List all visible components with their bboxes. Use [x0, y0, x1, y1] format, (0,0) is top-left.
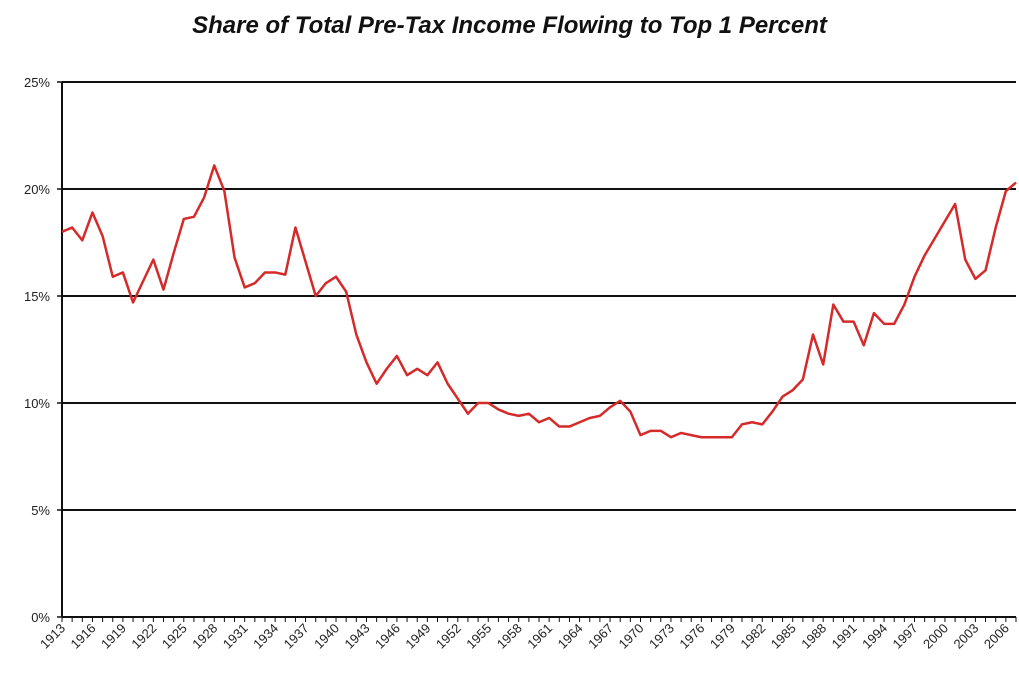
- axes: [57, 81, 1016, 618]
- y-tick-label: 25%: [24, 75, 50, 90]
- x-tick-label: 1925: [159, 621, 190, 652]
- x-tick-label: 1913: [37, 621, 68, 652]
- x-tick-label: 1979: [707, 621, 738, 652]
- x-tick-label: 1931: [220, 621, 251, 652]
- x-tick-label: 1982: [737, 621, 768, 652]
- x-tick-label: 1967: [585, 621, 616, 652]
- x-tick-label: 1970: [616, 621, 647, 652]
- x-tick-label: 1973: [646, 621, 677, 652]
- x-tick-label: 1943: [342, 621, 373, 652]
- y-tick-label: 15%: [24, 289, 50, 304]
- x-tick-label: 2006: [981, 621, 1012, 652]
- gridlines: [62, 81, 1016, 511]
- x-tick-label: 1985: [768, 621, 799, 652]
- x-tick-label: 1937: [281, 621, 312, 652]
- chart-title: Share of Total Pre-Tax Income Flowing to…: [192, 12, 827, 39]
- x-tick-label: 1919: [98, 621, 129, 652]
- y-tick-labels: 0% 5% 10% 15% 20% 25%: [24, 75, 50, 625]
- y-tick-label: 5%: [31, 503, 50, 518]
- x-tick-label: 1961: [524, 621, 555, 652]
- x-tick-label: 1916: [68, 621, 99, 652]
- x-tick-label: 1994: [859, 621, 890, 652]
- y-tick-label: 10%: [24, 396, 50, 411]
- x-tick-label: 1991: [829, 621, 860, 652]
- series-line: [61, 164, 1017, 439]
- x-tick-label: 1955: [463, 621, 494, 652]
- x-tick-label: 1988: [798, 621, 829, 652]
- x-tick-label: 1949: [402, 621, 433, 652]
- x-tick-label: 1940: [311, 621, 342, 652]
- x-tick-labels: 1913 1916 1919 1922 1925 1928 1931 1934 1937 1940…: [37, 621, 1012, 652]
- x-tick-label: 1928: [189, 621, 220, 652]
- y-tick-label: 0%: [31, 610, 50, 625]
- x-tick-label: 2003: [950, 621, 981, 652]
- y-tick-label: 20%: [24, 182, 50, 197]
- x-tick-label: 1976: [676, 621, 707, 652]
- x-tick-label: 1964: [555, 621, 586, 652]
- x-tick-label: 1997: [890, 621, 921, 652]
- x-tick-label: 2000: [920, 621, 951, 652]
- x-tick-label: 1946: [372, 621, 403, 652]
- x-tick-marks: [61, 617, 1017, 622]
- series-lines: [61, 164, 1017, 439]
- x-tick-label: 1922: [128, 621, 159, 652]
- x-tick-label: 1958: [494, 621, 525, 652]
- x-tick-label: 1952: [433, 621, 464, 652]
- x-tick-label: 1934: [250, 621, 281, 652]
